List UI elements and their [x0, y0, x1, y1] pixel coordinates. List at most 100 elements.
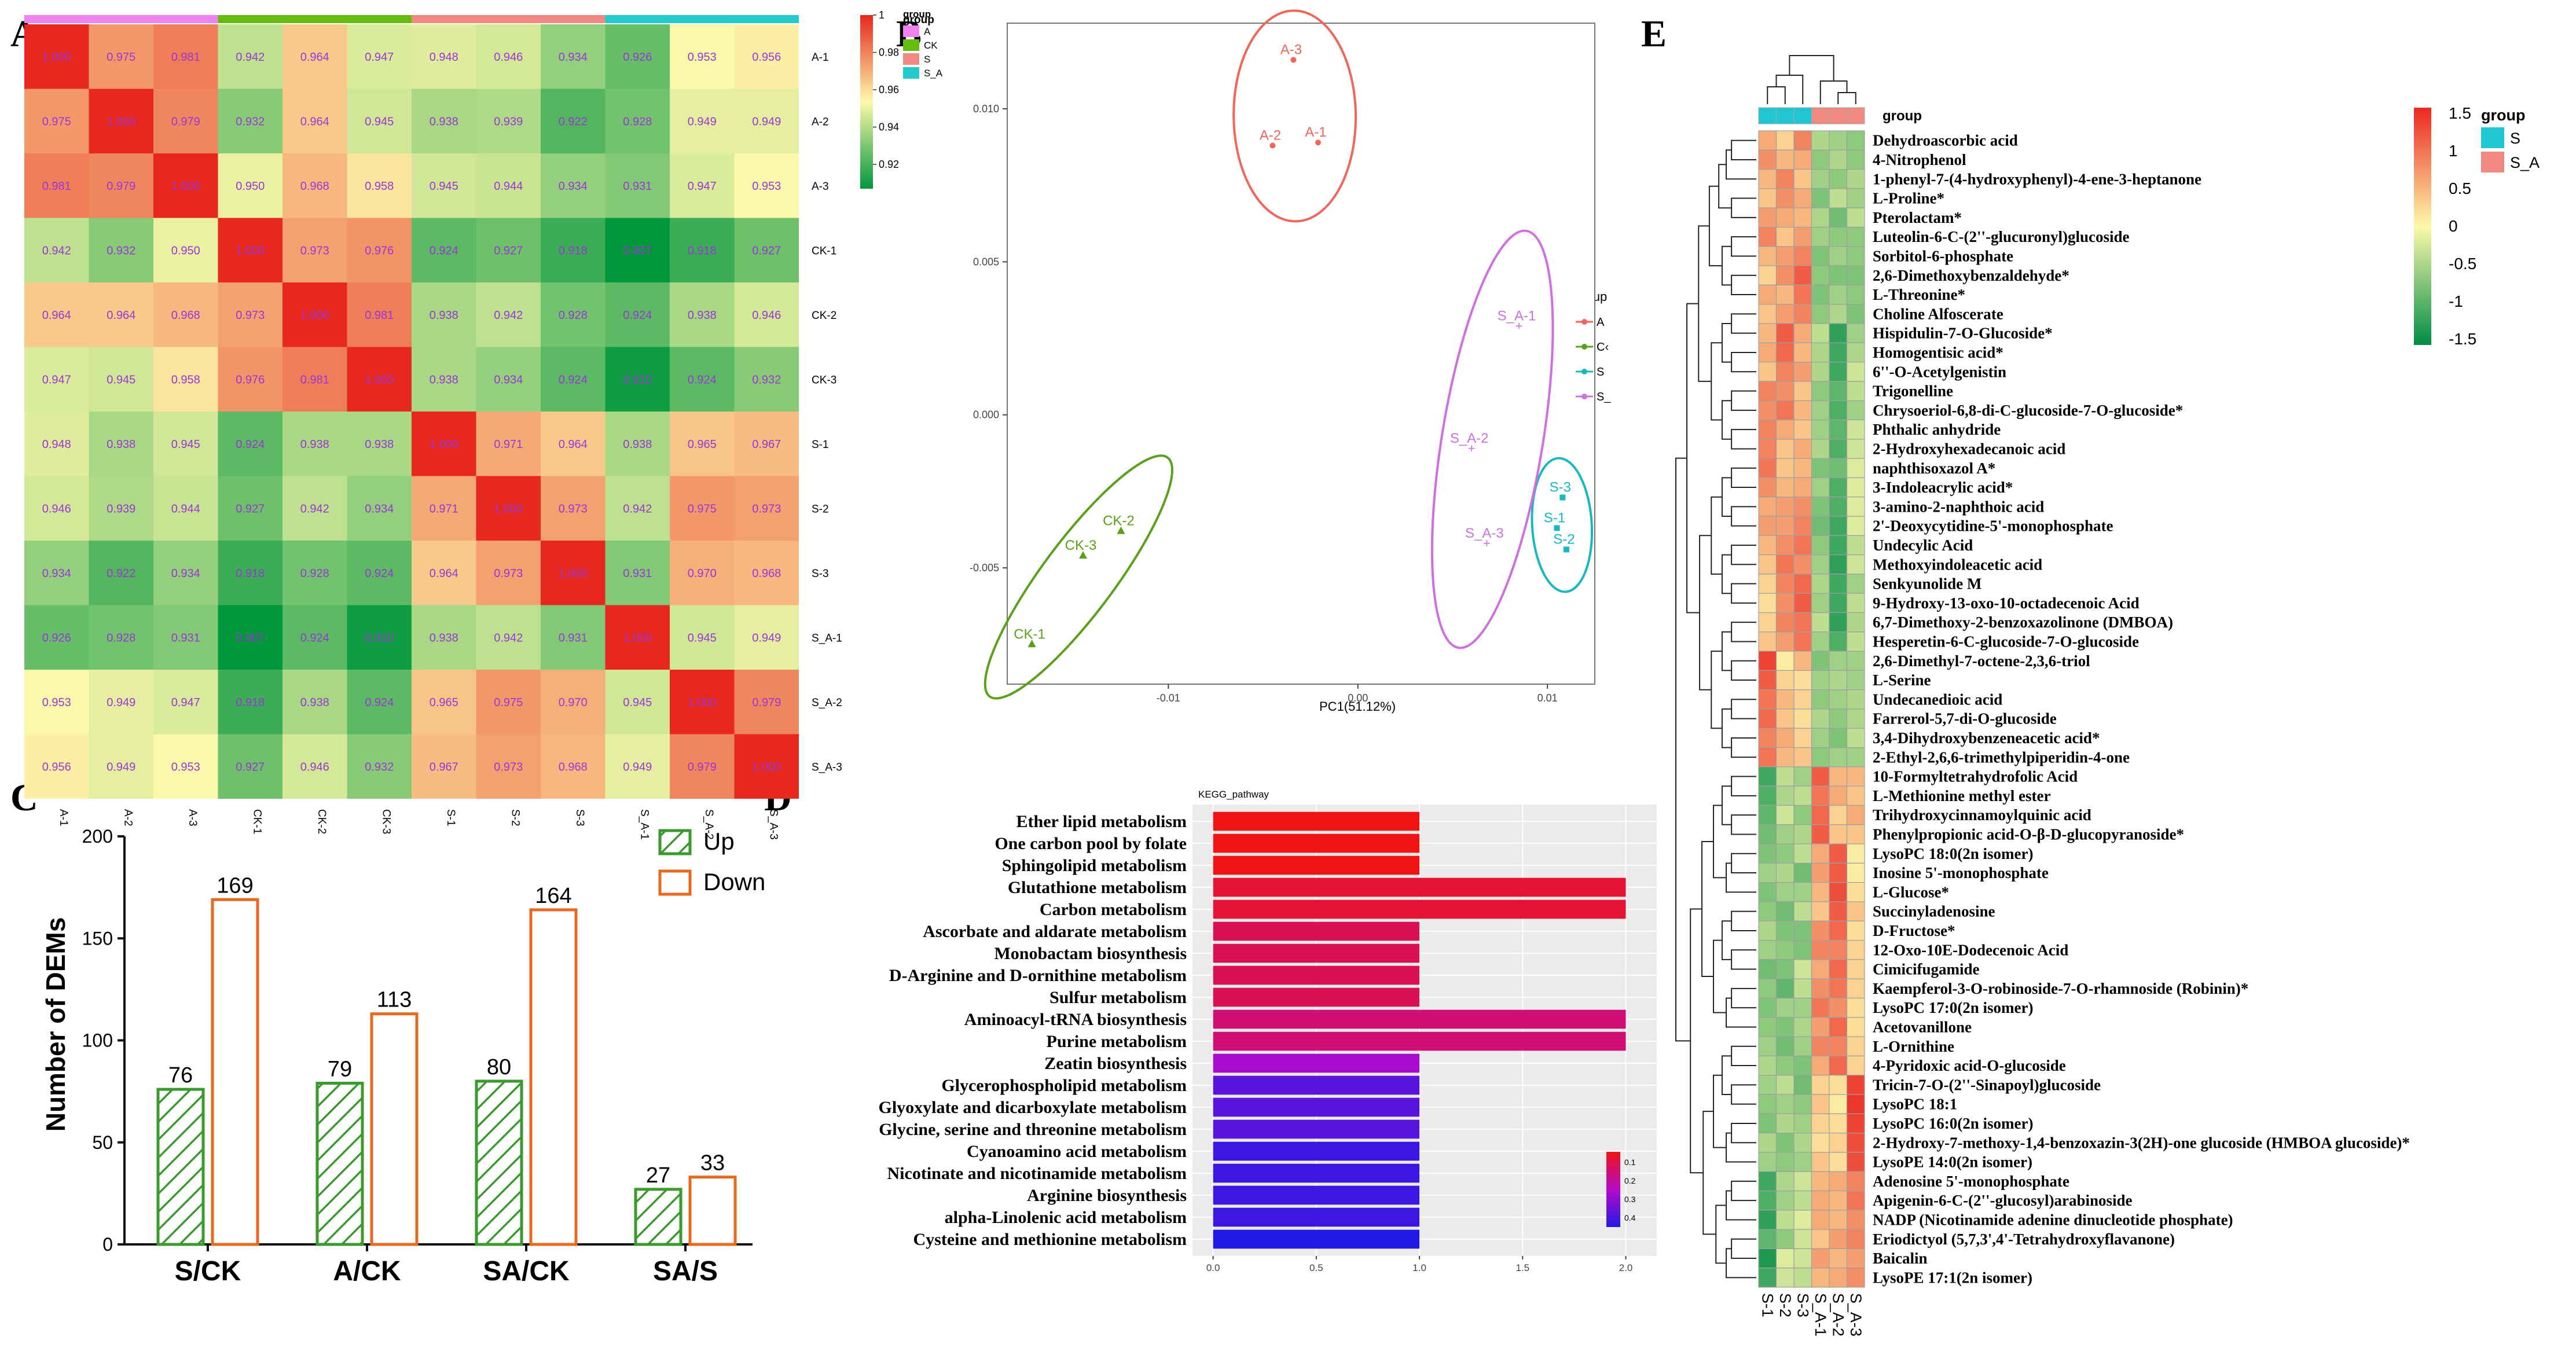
- panel-a-cell-label: 0.924: [365, 567, 394, 580]
- panel-a-heat-cell: [347, 670, 412, 734]
- panel-b-pca-plot: PC1(51.12%) group -0.010.000.01-0.0050.0…: [970, 9, 1611, 714]
- panel-e-row-label: 4-Nitrophenol: [1873, 151, 1966, 168]
- panel-a-heat-cell: [412, 347, 476, 412]
- panel-e-heat-cell: [1829, 862, 1848, 883]
- panel-e-heat-cell: [1793, 1132, 1812, 1153]
- panel-e-heat-cell: [1758, 169, 1777, 189]
- panel-a-heat-cell: [24, 541, 89, 605]
- panel-a-legend-label: A: [924, 26, 931, 37]
- panel-e-heat-cell: [1758, 535, 1777, 556]
- panel-a-heat-cell: [476, 347, 541, 412]
- panel-a-heat-cell: [476, 412, 541, 476]
- panel-a-heat-cell: [282, 24, 347, 89]
- panel-a-cell-label: 0.949: [752, 631, 781, 644]
- panel-e-heat-cell: [1811, 939, 1830, 960]
- panel-a-heat-cell: [24, 347, 89, 412]
- panel-a-cell-label: 0.949: [107, 696, 135, 709]
- panel-e-heat-cell: [1775, 939, 1795, 960]
- panel-e-row-label: Farrerol-5,7-di-O-glucoside: [1873, 710, 2057, 728]
- panel-e-row-label: Hispidulin-7-O-Glucoside*: [1873, 325, 2053, 342]
- panel-e-heat-cell: [1775, 959, 1795, 979]
- panel-e-heat-cell: [1846, 805, 1865, 825]
- panel-e-colorbar-tick-label: 0.5: [2449, 179, 2471, 197]
- panel-e-heat-cell: [1829, 188, 1848, 208]
- panel-a-heat-cell: [218, 153, 282, 218]
- panel-e-legend-label: S: [2510, 130, 2520, 147]
- panel-e-heat-cell: [1811, 747, 1830, 767]
- panel-e-heat-cell: [1811, 766, 1830, 787]
- panel-c-bar: [634, 1188, 682, 1246]
- panel-e-heat-cell: [1793, 149, 1812, 170]
- panel-e-heat-cell: [1758, 458, 1777, 478]
- panel-e-heat-cell: [1846, 901, 1865, 921]
- panel-b-point-label: A-1: [1305, 124, 1326, 140]
- panel-e-heat-cell: [1811, 554, 1830, 575]
- panel-c-bar-value-label: 113: [377, 988, 412, 1012]
- panel-a-heat-cell: [218, 734, 282, 799]
- panel-a-heat-cell: [89, 734, 153, 799]
- panel-e-heat-cell: [1846, 978, 1865, 999]
- panel-e-heat-cell: [1793, 130, 1812, 150]
- panel-e-col-label: S-2: [1777, 1293, 1794, 1317]
- panel-a-heat-cell: [670, 605, 735, 670]
- panel-d-bar: [1213, 1119, 1420, 1139]
- panel-e-heat-cell: [1793, 1075, 1812, 1095]
- panel-e-heat-cell: [1758, 1229, 1777, 1250]
- panel-e-heat-cell: [1775, 1210, 1795, 1230]
- panel-a-row-label: A-3: [812, 181, 829, 193]
- panel-a-heat-cell: [153, 347, 218, 412]
- panel-d-pathway-label: Monobactam biosynthesis: [994, 944, 1187, 963]
- panel-a-heat-cell: [476, 24, 541, 89]
- panel-e-heat-cell: [1758, 265, 1777, 286]
- panel-a-group-bar: [153, 15, 218, 23]
- panel-e-heat-cell: [1829, 323, 1848, 343]
- panel-a-heat-cell: [89, 89, 153, 153]
- panel-e-heat-cell: [1758, 130, 1777, 150]
- panel-d-pathway-label: alpha-Linolenic acid metabolism: [945, 1208, 1187, 1227]
- panel-e-heat-cell: [1775, 708, 1795, 729]
- panel-e-heat-cell: [1793, 535, 1812, 556]
- panel-d-x-tick-label: 1.0: [1412, 1262, 1426, 1273]
- panel-e-heat-cell: [1793, 1229, 1812, 1250]
- panel-e-row-label: Luteolin-6-C-(2''-glucuronyl)glucoside: [1873, 228, 2130, 245]
- panel-e-heat-cell: [1758, 1132, 1777, 1153]
- panel-a-cell-label: 0.968: [752, 567, 781, 580]
- panel-c-bar-value-label: 76: [168, 1063, 193, 1088]
- panel-a-cell-label: 0.973: [752, 502, 781, 515]
- panel-e-row-label: Inosine 5'-monophosphate: [1873, 864, 2049, 881]
- panel-e-row-dendrogram-link: [1686, 303, 1700, 614]
- panel-e-heat-cell: [1829, 1152, 1848, 1172]
- panel-a-cell-label: 0.928: [559, 309, 588, 322]
- panel-e-row-dendrogram-link: [1721, 708, 1732, 748]
- panel-e-heat-cell: [1758, 477, 1777, 498]
- panel-a-heat-cell: [89, 541, 153, 605]
- panel-e-heat-cell: [1846, 959, 1865, 979]
- panel-e-heat-cell: [1846, 323, 1865, 343]
- panel-e-heat-cell: [1846, 400, 1865, 421]
- panel-e-legend-swatch: [2481, 127, 2504, 148]
- panel-e-heat-cell: [1758, 901, 1777, 921]
- panel-c-category-label: SA/CK: [483, 1256, 570, 1287]
- panel-e-heat-cell: [1829, 284, 1848, 305]
- panel-e-heat-cell: [1846, 207, 1865, 228]
- panel-e-heat-cell: [1846, 843, 1865, 864]
- panel-d-bar: [1213, 1075, 1420, 1095]
- panel-a-heat-cell: [605, 153, 670, 218]
- panel-d-title: KEGG_pathway: [1198, 789, 1269, 800]
- panel-e-heat-cell: [1793, 207, 1812, 228]
- panel-e-row-label: Choline Alfoscerate: [1873, 305, 2003, 322]
- panel-a-cell-label: 0.970: [559, 696, 588, 709]
- panel-d-bar: [1213, 1207, 1420, 1227]
- panel-a-cell-label: 0.975: [42, 115, 71, 128]
- panel-a-cell-label: 0.964: [42, 309, 71, 322]
- panel-e-heat-cell: [1811, 169, 1830, 189]
- panel-e-heat-cell: [1846, 882, 1865, 902]
- panel-a-cell-label: 0.949: [688, 115, 717, 128]
- panel-e-heat-cell: [1758, 1055, 1777, 1076]
- panel-e-heat-cell: [1811, 843, 1830, 864]
- panel-e-heat-cell: [1775, 400, 1795, 421]
- panel-a-cell-label: 0.964: [430, 567, 458, 580]
- panel-a-heat-cell: [282, 541, 347, 605]
- panel-e-row-label: LysoPC 16:0(2n isomer): [1873, 1115, 2033, 1132]
- panel-e-heat-cell: [1775, 920, 1795, 941]
